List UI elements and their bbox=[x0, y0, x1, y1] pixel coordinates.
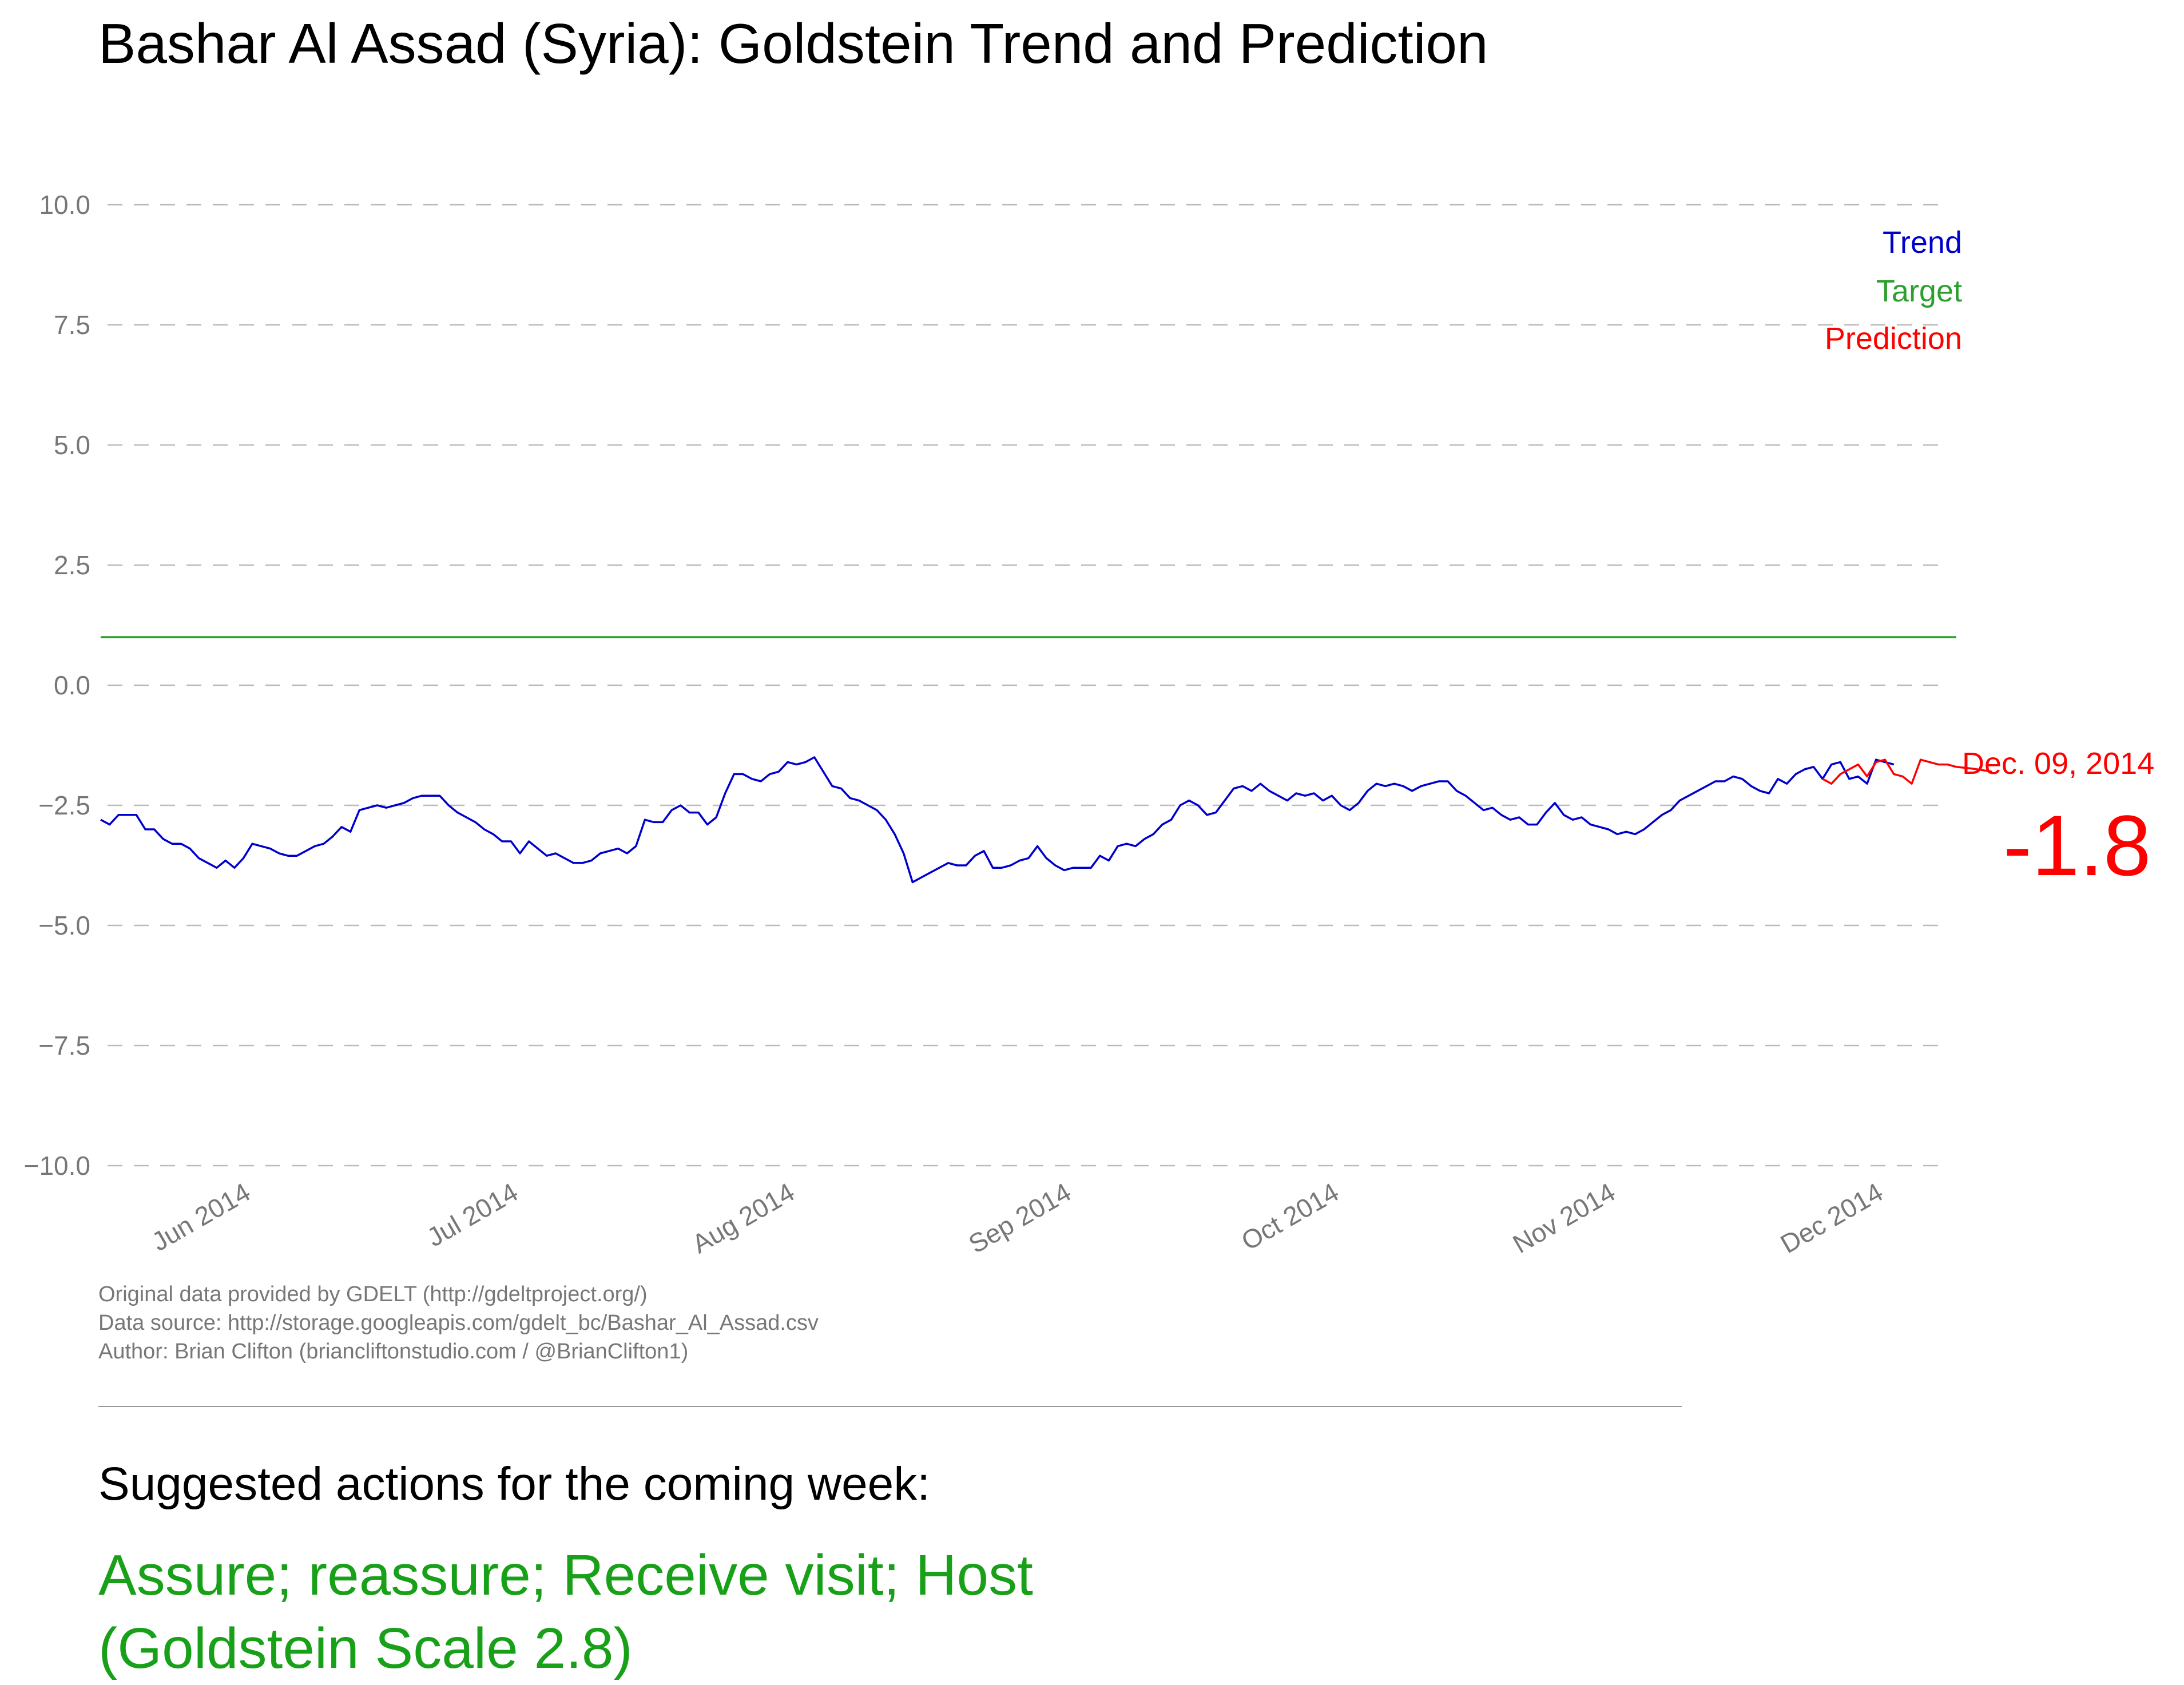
suggested-actions-heading: Suggested actions for the coming week: bbox=[98, 1458, 931, 1510]
divider bbox=[98, 1406, 1682, 1407]
x-tick-label: Dec 2014 bbox=[1776, 1177, 1888, 1259]
x-tick-label: Nov 2014 bbox=[1508, 1177, 1621, 1259]
suggested-actions-scale: (Goldstein Scale 2.8) bbox=[98, 1616, 633, 1680]
y-axis-ticks: −10.0 −7.5 −5.0 −2.5 0.0 2.5 5.0 7.5 10.0 bbox=[24, 190, 90, 1181]
legend-prediction: Prediction bbox=[1825, 321, 1962, 356]
x-axis-ticks: Jun 2014 Jul 2014 Aug 2014 Sep 2014 Oct 2014… bbox=[146, 1177, 1888, 1259]
y-tick-label: 10.0 bbox=[39, 190, 90, 220]
page-title: Bashar Al Assad (Syria): Goldstein Trend… bbox=[98, 12, 1488, 75]
y-tick-label: 7.5 bbox=[54, 310, 90, 340]
trend-line bbox=[100, 756, 1895, 884]
y-tick-label: 5.0 bbox=[54, 430, 90, 460]
y-tick-label: 0.0 bbox=[54, 670, 90, 700]
grid-lines bbox=[108, 204, 1949, 1167]
credits-gdelt: Original data provided by GDELT (http://… bbox=[98, 1282, 648, 1306]
prediction-line bbox=[1822, 758, 1992, 785]
prediction-date-label: Dec. 09, 2014 bbox=[1962, 746, 2154, 781]
series-lines bbox=[100, 636, 1992, 884]
x-tick-label: Jun 2014 bbox=[146, 1177, 255, 1257]
data-credits: Original data provided by GDELT (http://… bbox=[98, 1280, 819, 1366]
credits-author: Author: Brian Clifton (briancliftonstudi… bbox=[98, 1340, 689, 1364]
y-tick-label: −2.5 bbox=[38, 790, 90, 820]
prediction-annotation: Dec. 09, 2014 -1.8 bbox=[1962, 746, 2154, 893]
y-tick-label: −10.0 bbox=[24, 1151, 90, 1181]
credits-source: Data source: http://storage.googleapis.c… bbox=[98, 1311, 819, 1335]
legend-target: Target bbox=[1876, 274, 1962, 308]
x-tick-label: Aug 2014 bbox=[687, 1177, 800, 1259]
y-tick-label: −7.5 bbox=[38, 1031, 90, 1060]
suggested-actions-list: Assure; reassure; Receive visit; Host bbox=[98, 1543, 1033, 1607]
goldstein-line-chart: −10.0 −7.5 −5.0 −2.5 0.0 2.5 5.0 7.5 10.0 Jun 20… bbox=[24, 190, 2155, 1259]
x-tick-label: Jul 2014 bbox=[422, 1177, 523, 1253]
y-tick-label: −5.0 bbox=[38, 911, 90, 940]
x-tick-label: Sep 2014 bbox=[963, 1177, 1076, 1259]
x-tick-label: Oct 2014 bbox=[1236, 1177, 1344, 1256]
legend-trend: Trend bbox=[1883, 225, 1962, 260]
y-tick-label: 2.5 bbox=[54, 550, 90, 580]
prediction-value-label: -1.8 bbox=[2003, 797, 2151, 893]
suggested-actions: Assure; reassure; Receive visit; Host (G… bbox=[98, 1539, 1033, 1685]
legend: Trend Target Prediction bbox=[1825, 225, 1962, 356]
